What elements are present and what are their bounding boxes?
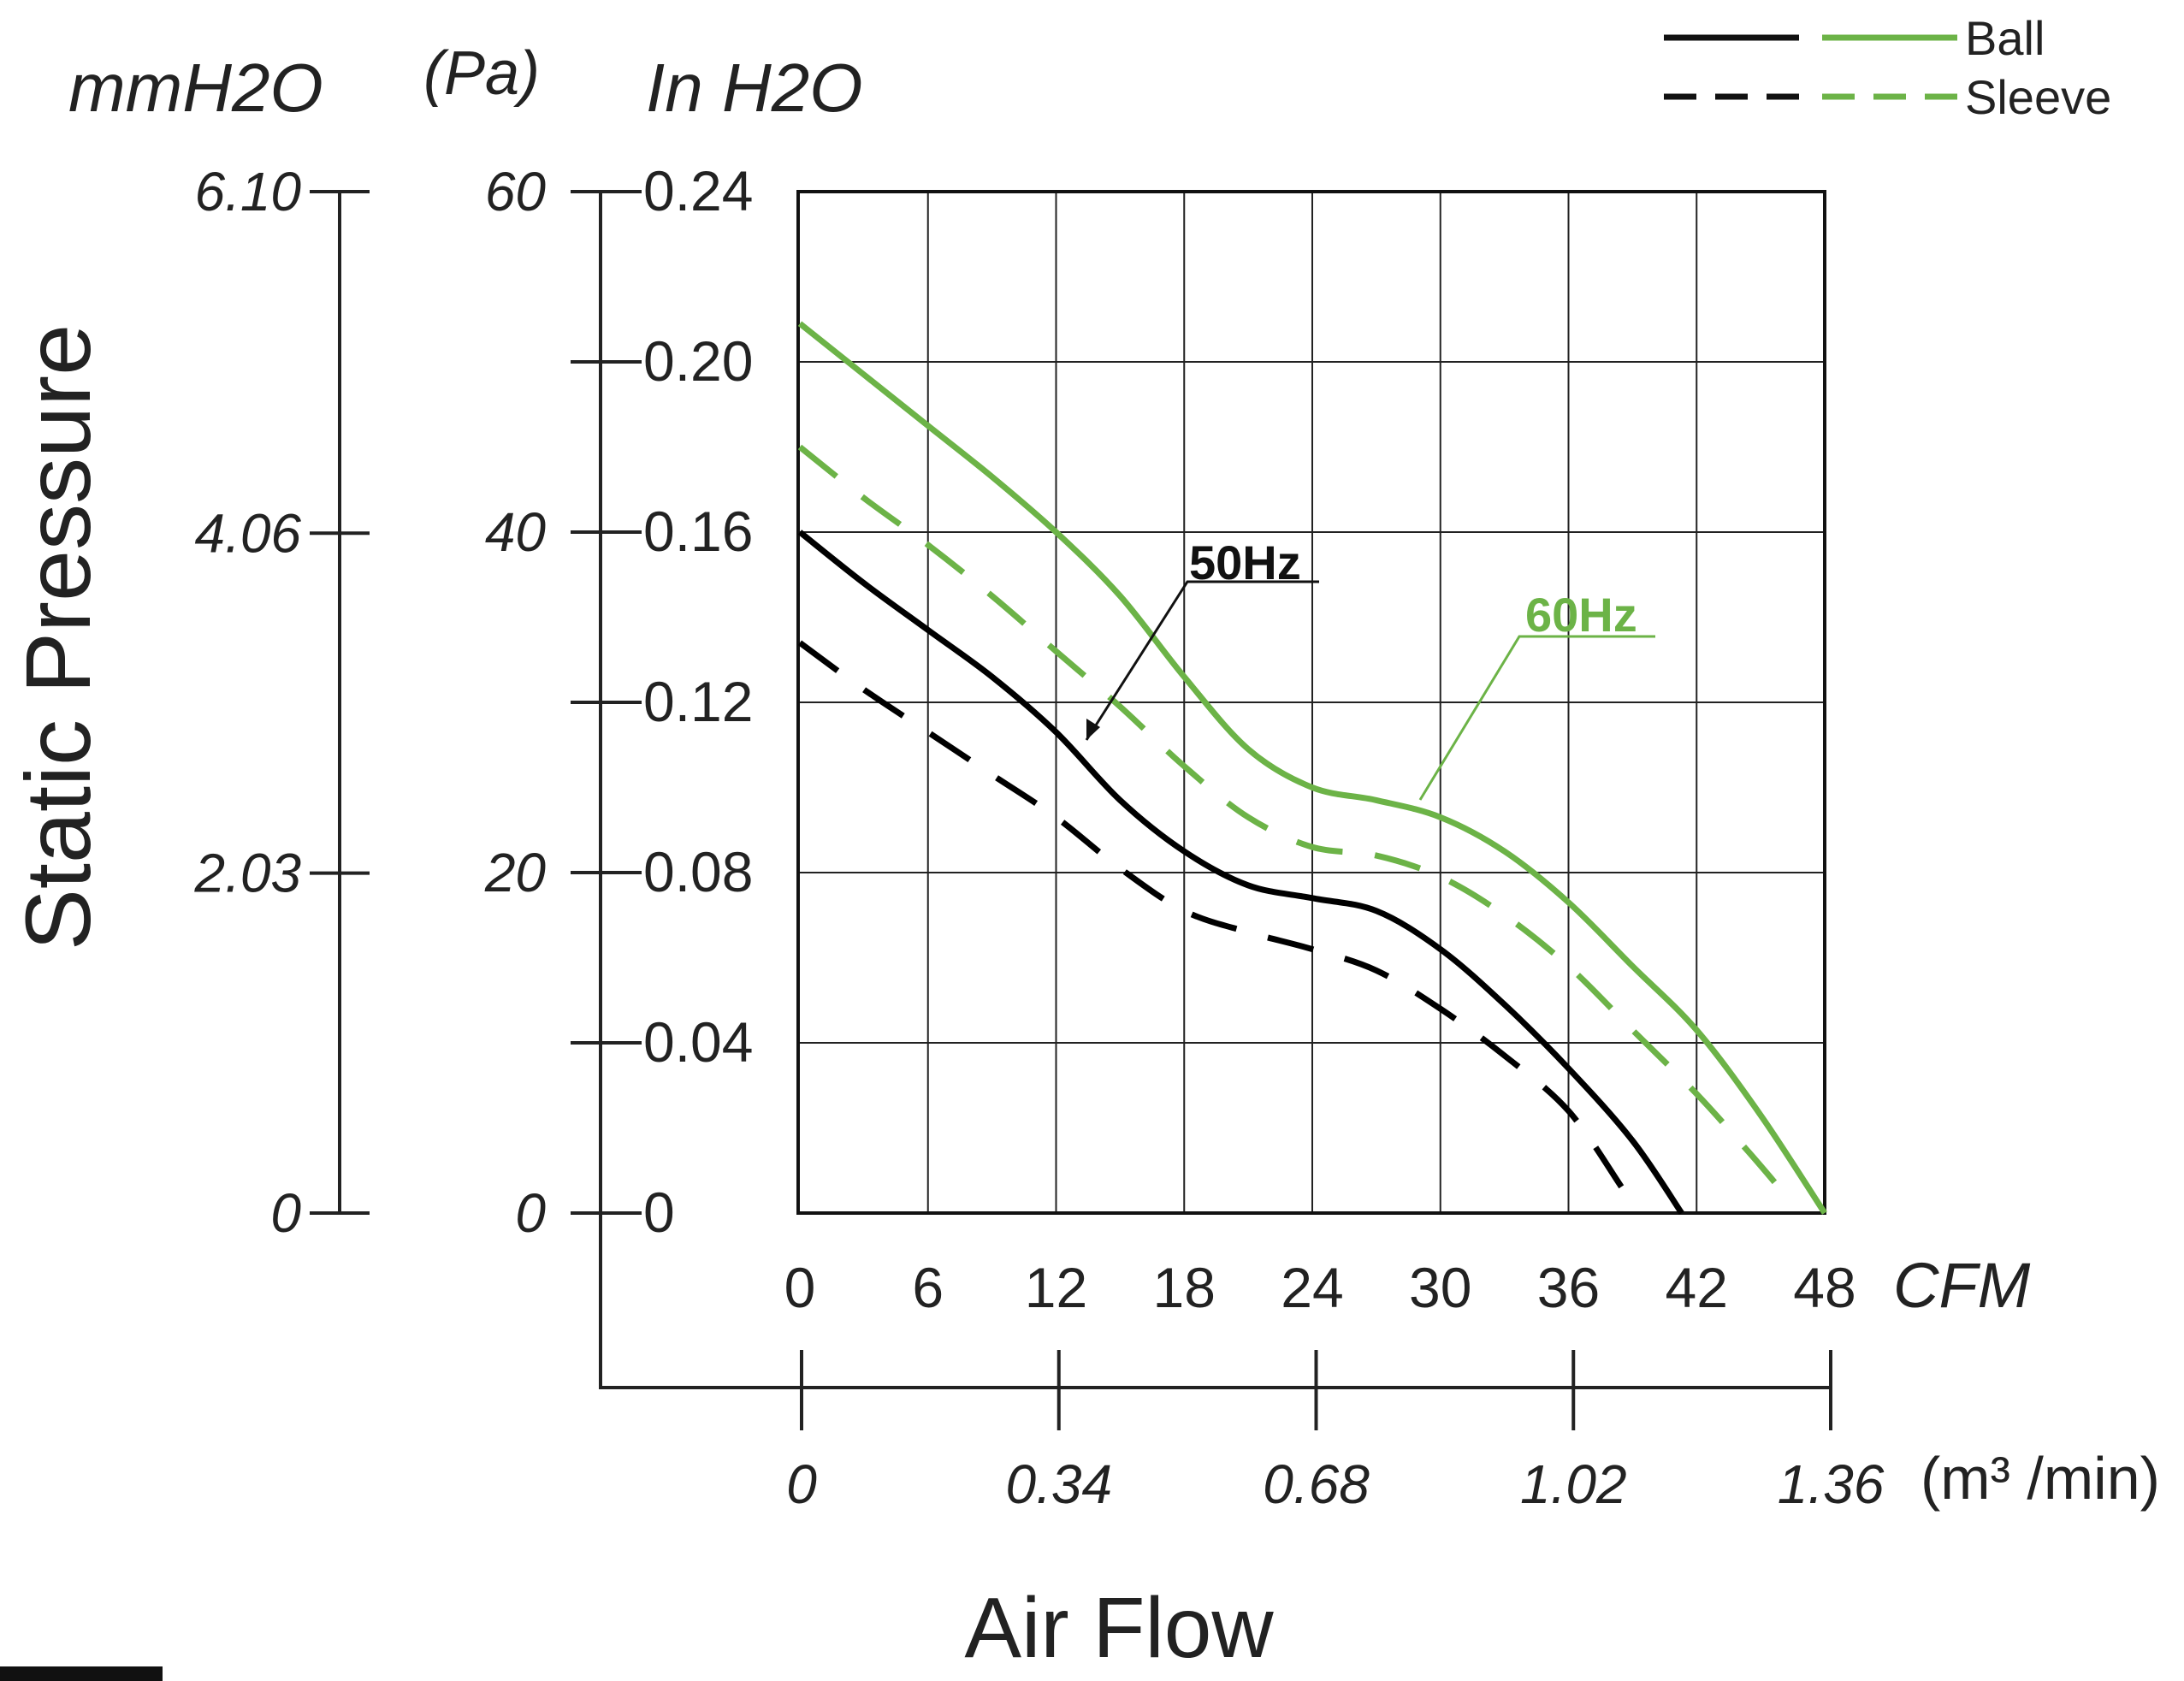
y-pa-tick-label: 20 [484,842,547,903]
corner-mark [0,1666,163,1681]
y-mm-tick-label: 6.10 [194,161,301,222]
x-tick-label: 12 [1025,1256,1087,1319]
y-in-tick-label: 0.04 [643,1010,753,1074]
y-in-tick-label: 0 [643,1181,675,1244]
y-in-tick-label: 0.20 [643,329,753,393]
x-tick-label: 30 [1409,1256,1471,1319]
x-tick-label: 24 [1281,1256,1343,1319]
y-pa-tick-label: 40 [485,501,547,563]
y-in-tick-label: 0.12 [643,670,753,733]
annotation-50hz: 50Hz [1085,536,1319,741]
x2-tick-label: 1.36 [1778,1453,1885,1515]
y-mm-tick-label: 0 [270,1182,301,1244]
x-tick-label: 6 [912,1256,944,1319]
x2-unit-label: (m³ /min) [1921,1445,2160,1512]
series-line [797,530,1684,1215]
series-line [797,640,1625,1190]
x-tick-label: 48 [1793,1256,1856,1319]
x-axis-label: Air Flow [964,1580,1274,1676]
x2-tick-label: 1.02 [1520,1453,1627,1515]
y-pa-tick-label: 60 [485,161,547,222]
y-pa-unit: (Pa) [423,39,540,108]
legend-ball-label: Ball [1965,11,2045,65]
annotation-50hz-leader [1085,580,1319,741]
series-line [797,444,1789,1199]
y-in-tick-label: 0.16 [643,500,753,563]
x2-tick-label: 0.68 [1263,1453,1370,1515]
legend-sleeve-label: Sleeve [1965,70,2111,124]
y-mm-unit: mmH2O [68,50,323,126]
legend: Ball Sleeve [1664,11,2111,124]
y-mm-tick-label: 4.06 [194,502,301,564]
x-tick-label: 36 [1537,1256,1600,1319]
x2-tick-label: 0.34 [1005,1453,1112,1515]
y-in-unit: In H2O [646,50,862,126]
x-tick-label: 18 [1153,1256,1216,1319]
x-unit-label: CFM [1893,1250,2031,1321]
x-tick-label: 42 [1666,1256,1728,1319]
y-in-tick-label: 0.24 [643,159,753,222]
annotation-60hz: 60Hz [1418,588,1655,801]
series-line [797,321,1827,1215]
y-axis-label: Static Pressure [6,324,109,950]
x-tick-label: 0 [784,1256,816,1319]
y-mm-tick-label: 2.03 [193,843,301,904]
x2-tick-label: 0 [786,1453,817,1515]
annotation-60hz-leader [1418,635,1655,801]
annotation-50hz-arrowhead [1086,719,1100,740]
plot-frame [796,190,1826,1215]
y-mm-scale: 0 2.03 4.06 6.10 [193,161,370,1244]
y-in-tick-label: 0.08 [643,840,753,903]
y-pa-tick-label: 0 [515,1182,546,1244]
annotation-60hz-label: 60Hz [1525,588,1637,642]
